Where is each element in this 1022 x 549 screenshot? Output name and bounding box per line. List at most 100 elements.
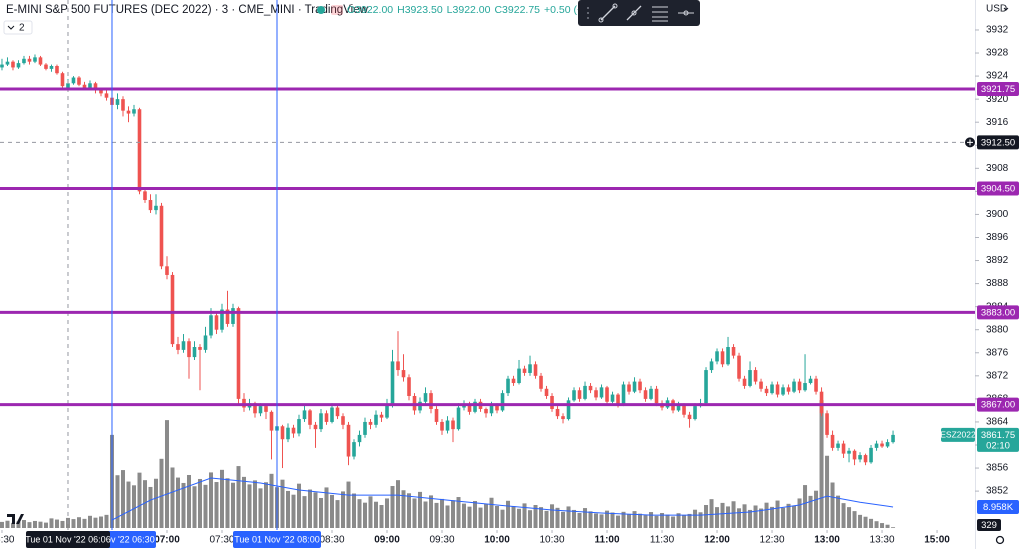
volume-bar: [214, 482, 219, 528]
volume-bar: [885, 524, 890, 528]
volume-bar: [401, 490, 406, 528]
volume-bar: [748, 509, 753, 528]
volume-bar: [208, 472, 213, 528]
candle-body: [269, 411, 274, 431]
trendline-tool[interactable]: [600, 5, 616, 21]
volume-bar: [324, 487, 329, 528]
volume-bar: [506, 500, 511, 528]
volume-bar: [577, 512, 582, 528]
candle-body: [374, 414, 378, 425]
marker-label: Tue 01 Nov '22 08:00: [234, 534, 319, 544]
volume-bar: [120, 470, 125, 528]
chart-title: E-MINI S&P 500 FUTURES (DEC 2022) · 3 · …: [6, 4, 369, 16]
candle-body: [264, 406, 268, 412]
volume-bar: [87, 515, 92, 528]
volume-bar: [610, 512, 615, 528]
candle-body: [379, 414, 384, 418]
volume-bar: [808, 495, 813, 528]
candle-body: [588, 385, 593, 391]
candle-body: [594, 390, 598, 398]
volume-bar: [297, 483, 302, 528]
volume-bar: [825, 455, 830, 528]
volume-bar: [423, 501, 428, 528]
volume-bar: [252, 480, 257, 528]
volume-bar: [616, 515, 621, 528]
candle-body: [869, 447, 873, 463]
volume-bar: [698, 512, 703, 528]
volume-bar: [319, 497, 324, 528]
volume-bar: [544, 510, 549, 528]
chevron-icon: [7, 25, 15, 30]
candle-body: [533, 364, 538, 376]
volume-bar: [352, 493, 357, 528]
volume-bar: [82, 518, 87, 528]
candle-body: [599, 387, 604, 398]
candle-body: [187, 341, 191, 358]
volume-bar: [396, 480, 401, 528]
volume-bar: [533, 505, 538, 528]
indicator-toggle[interactable]: [3, 20, 33, 35]
candle-body: [66, 83, 70, 88]
y-tick-label: 3908: [986, 163, 1009, 174]
candle-body: [313, 424, 318, 430]
candle-body: [236, 308, 241, 399]
candle-body: [863, 455, 868, 463]
candle-body: [71, 77, 76, 84]
settings-tool[interactable]: [652, 6, 668, 22]
y-tick-label: 3892: [986, 255, 1009, 266]
candle-body: [27, 58, 32, 62]
tool-point: [612, 3, 618, 9]
x-tick-label: 07:30: [209, 535, 234, 546]
candle-body: [649, 388, 653, 399]
volume-bar: [555, 507, 560, 528]
volume-bar: [126, 481, 131, 528]
candle-body: [291, 427, 296, 434]
candle-body: [687, 414, 692, 420]
candle-body: [775, 384, 780, 395]
volume-bar: [599, 514, 604, 528]
candle-body: [335, 407, 340, 417]
volume-bar: [709, 499, 714, 528]
volume-bar: [671, 516, 676, 528]
volume-bar: [654, 515, 659, 528]
volume-bar: [715, 507, 720, 528]
volume-bar: [236, 466, 241, 528]
volume-bar: [291, 494, 296, 528]
candle-body: [159, 205, 164, 267]
volume-bar: [60, 520, 65, 528]
volume-bar: [186, 474, 191, 528]
level-label: 3921.75: [981, 84, 1015, 95]
volume-bar: [27, 522, 32, 528]
volume-bar: [803, 485, 808, 528]
candle-body: [93, 83, 98, 91]
settings-icon[interactable]: [995, 535, 1005, 545]
candle-body: [49, 66, 54, 69]
volume-bar: [847, 507, 852, 528]
volume-bar: [643, 515, 648, 528]
candle-body: [473, 401, 477, 412]
candle-body: [528, 364, 532, 373]
volume-bar: [660, 512, 665, 528]
candle-body: [154, 205, 158, 211]
volume-bar: [737, 508, 742, 528]
tv-logo: [7, 514, 24, 524]
volume-bar: [665, 514, 670, 528]
candle-body: [500, 393, 505, 411]
last-volume-label: 329: [981, 520, 997, 531]
ray-tool[interactable]: [626, 5, 642, 21]
volume-bar: [891, 527, 896, 528]
candle-body: [803, 383, 807, 391]
volume-bar: [32, 520, 37, 528]
volume-ma-line: [111, 477, 894, 521]
logo-mark: [7, 514, 24, 524]
candle-body: [759, 381, 763, 389]
volume-bar: [731, 501, 736, 528]
candle-body: [467, 404, 472, 412]
candle-body: [148, 200, 153, 211]
candle-body: [231, 308, 235, 324]
x-tick-label: 10:00: [484, 535, 510, 546]
volume-bar: [440, 498, 445, 528]
volume-bar: [230, 482, 235, 528]
volume-bar: [792, 505, 797, 528]
candle-body: [390, 361, 395, 405]
